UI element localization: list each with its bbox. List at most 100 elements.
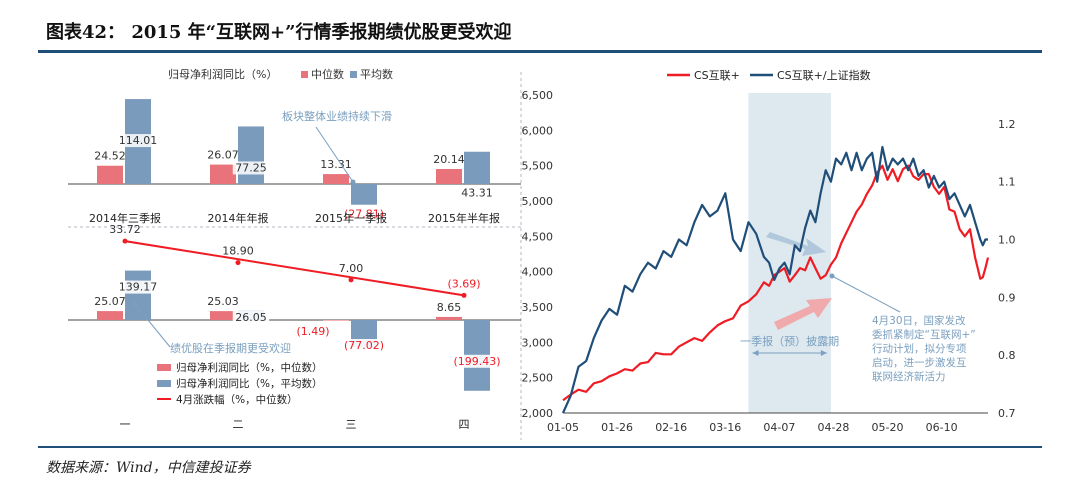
c3-yright-tick: 0.8	[998, 349, 1016, 362]
c2-legend-swatch-mean	[157, 380, 171, 387]
c2-bar-median	[323, 320, 349, 321]
c2-line-label: 18.90	[222, 245, 254, 258]
c1-legend-mean: 平均数	[360, 68, 393, 81]
c1-bar-mean	[238, 126, 264, 184]
c1-value-label: 114.01	[119, 134, 158, 147]
c3-annotation: 4月30日，国家发改委抓紧制定“互联网+”行动计划，拟分专项启动，进一步激发互联…	[872, 314, 976, 383]
c3-yright-tick: 1.1	[998, 176, 1016, 189]
c2-line-label: (3.69)	[447, 277, 480, 290]
top-rule	[38, 50, 1042, 53]
c2-bar-median	[97, 311, 123, 320]
c2-value-label: (199.43)	[453, 355, 500, 368]
c2-value-label: (1.49)	[296, 325, 329, 338]
c3-yleft-tick: 4,000	[522, 266, 554, 279]
c3-x-tick: 04-07	[763, 421, 795, 434]
c3-yleft-tick: 5,000	[522, 195, 554, 208]
source-note: 数据来源：Wind，中信建投证券	[46, 460, 251, 476]
c1-category-label: 2015年一季报	[315, 211, 387, 225]
c2-annotation-line	[134, 303, 171, 348]
c3-legend-navy: CS互联+/上证指数	[777, 68, 871, 82]
c2-line-label: 33.72	[109, 223, 141, 236]
c1-value-label: 13.31	[320, 158, 352, 171]
c2-line-series	[124, 240, 465, 297]
c2-category-label: 三	[346, 418, 357, 431]
c2-category-label: 二	[233, 418, 244, 431]
c2-legend-line: 4月涨跌幅（%，中位数）	[176, 393, 298, 406]
c2-category-label: 一	[120, 418, 131, 431]
c1-legend-swatch-mean	[350, 71, 357, 78]
c2-label-bg	[449, 354, 505, 368]
c2-annotation: 绩优股在季报期更受欢迎	[170, 341, 291, 355]
c3-x-tick: 01-26	[601, 421, 633, 434]
c2-legend-swatch-median	[157, 364, 171, 371]
c1-legend-swatch-median	[301, 71, 308, 78]
c3-annotation-line-text: 行动计划，拟分专项	[872, 342, 967, 355]
c1-bar-median	[97, 165, 123, 184]
c3-yright-tick: 1.0	[998, 234, 1016, 247]
c2-line-point	[235, 260, 241, 266]
c1-bar-median	[323, 174, 349, 184]
c1-ylabel: 归母净利润同比（%）	[168, 67, 277, 81]
c2-bar-mean	[125, 270, 151, 320]
c1-value-label: 43.31	[461, 187, 493, 200]
c2-value-label: 26.05	[235, 311, 267, 324]
c3-series-cs-internet	[562, 164, 990, 402]
c2-category-label: 四	[459, 418, 470, 431]
c3-arrow-down-icon	[766, 232, 826, 256]
c1-annotation-line	[315, 126, 354, 183]
c3-x-tick: 01-05	[547, 421, 579, 434]
page-title: 图表42： 2015 年“互联网+”行情季报期绩优股更受欢迎	[46, 22, 512, 43]
chart3-plot: 一季报（预）披露期 2,000 2,500 3,000 3,500 4,000 4,500 5…	[522, 89, 1016, 434]
c3-legend-red: CS互联+	[694, 69, 740, 82]
c3-yleft-tick: 6,500	[522, 89, 554, 102]
c2-value-label: 25.03	[207, 295, 239, 308]
c1-value-label: (27.81)	[344, 208, 384, 221]
c1-value-label: 77.25	[235, 161, 267, 174]
c3-series-cs-internet-ratio	[561, 145, 988, 414]
c1-category-label: 2014年年报	[208, 211, 269, 225]
c2-line-point	[461, 292, 467, 298]
c1-annotation-dot	[350, 179, 356, 185]
c3-x-tick: 03-16	[709, 421, 741, 434]
c2-label-bg	[339, 339, 389, 352]
c3-x-tick: 04-28	[817, 421, 849, 434]
c2-annotation-dot	[132, 301, 138, 307]
c3-annotation-dot	[829, 273, 835, 279]
c3-yleft-tick: 3,000	[522, 336, 554, 349]
c3-annotation-line-text: 启动，进一步激发互	[872, 356, 967, 369]
c2-legend-median: 归母净利润同比（%，中位数）	[176, 361, 322, 374]
c3-annotation-line-text: 4月30日，国家发改	[872, 314, 966, 327]
c1-label-bg	[339, 207, 389, 221]
c2-value-label: 139.17	[119, 281, 158, 294]
c3-annotation-line-text: 联网经济新活力	[872, 370, 946, 383]
c2-label-bg	[116, 280, 160, 294]
c2-line-point	[122, 238, 128, 244]
c1-category-label: 2015年半年报	[428, 211, 500, 225]
c1-value-label: 26.07	[207, 149, 239, 162]
c3-yleft-tick: 2,500	[522, 372, 554, 385]
c3-yright-tick: 1.2	[998, 118, 1016, 131]
c1-value-label: 24.52	[94, 150, 126, 163]
c2-value-label: (77.02)	[344, 339, 384, 352]
c3-yleft-tick: 6,000	[522, 124, 554, 137]
c1-label-bg	[232, 161, 270, 175]
c2-legend-mean: 归母净利润同比（%，平均数）	[176, 377, 322, 390]
c3-arrow-up-icon	[774, 298, 832, 330]
c3-x-tick: 05-20	[872, 421, 904, 434]
c1-bar-median	[436, 168, 462, 184]
c3-yleft-tick: 4,500	[522, 230, 554, 243]
c3-yright-tick: 0.7	[998, 407, 1016, 420]
c1-bar-median	[210, 164, 236, 184]
c2-value-label: 8.65	[437, 301, 462, 314]
c3-yright-tick: 0.9	[998, 291, 1016, 304]
c1-legend-median: 中位数	[311, 67, 344, 81]
c1-bar-mean	[351, 184, 377, 205]
c1-label-bg	[116, 134, 160, 148]
bottom-rule	[38, 446, 1042, 448]
c3-x-tick: 06-10	[926, 421, 958, 434]
c1-annotation: 板块整体业绩持续下滑	[282, 109, 392, 123]
c3-x-tick: 02-16	[655, 421, 687, 434]
c2-value-label: 25.07	[94, 295, 126, 308]
c1-category-label: 2014年三季报	[89, 211, 161, 225]
